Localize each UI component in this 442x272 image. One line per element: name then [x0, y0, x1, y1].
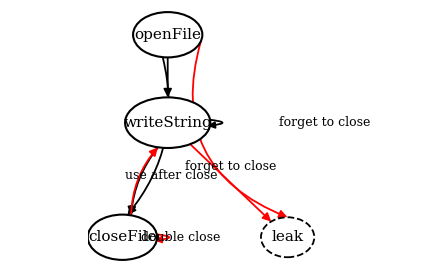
- FancyArrowPatch shape: [129, 57, 169, 213]
- Ellipse shape: [88, 215, 157, 260]
- FancyArrowPatch shape: [164, 57, 171, 95]
- FancyArrowPatch shape: [131, 149, 156, 215]
- FancyArrowPatch shape: [190, 144, 270, 220]
- FancyArrowPatch shape: [154, 234, 169, 242]
- Text: forget to close: forget to close: [185, 160, 276, 173]
- Text: closeFile: closeFile: [88, 230, 156, 244]
- FancyArrowPatch shape: [208, 119, 223, 128]
- Text: writeString: writeString: [123, 116, 212, 130]
- Text: use after close: use after close: [125, 169, 217, 183]
- FancyArrowPatch shape: [193, 41, 286, 217]
- Text: leak: leak: [271, 230, 304, 244]
- Text: openFile: openFile: [134, 28, 201, 42]
- FancyArrowPatch shape: [129, 147, 158, 213]
- Ellipse shape: [125, 97, 210, 148]
- Text: forget to close: forget to close: [279, 116, 370, 129]
- Ellipse shape: [261, 217, 314, 257]
- Text: double close: double close: [141, 231, 221, 244]
- Ellipse shape: [133, 12, 202, 57]
